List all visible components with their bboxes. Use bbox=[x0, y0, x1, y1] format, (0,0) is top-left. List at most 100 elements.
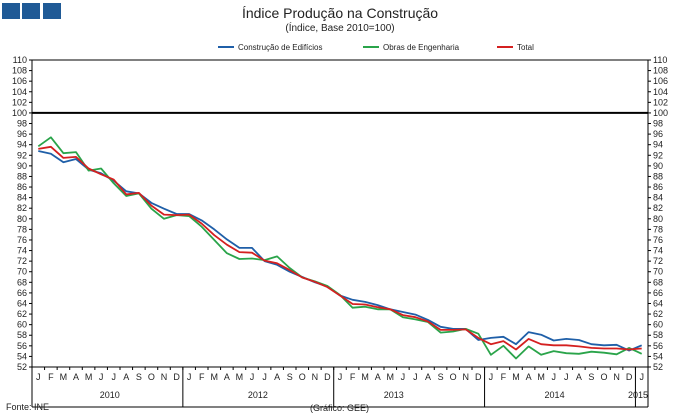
x-month-label: J bbox=[639, 372, 644, 382]
y-tick-label-right: 80 bbox=[653, 214, 663, 224]
y-tick-label-left: 86 bbox=[17, 182, 27, 192]
y-tick-label-left: 94 bbox=[17, 140, 27, 150]
x-month-label: D bbox=[173, 372, 180, 382]
x-year-label: 2015 bbox=[628, 390, 648, 400]
y-tick-label-right: 66 bbox=[653, 288, 663, 298]
y-tick-label-left: 60 bbox=[17, 320, 27, 330]
x-month-label: J bbox=[413, 372, 418, 382]
credit-note: (Gráfico: GEE) bbox=[310, 403, 370, 413]
y-tick-label-left: 80 bbox=[17, 214, 27, 224]
y-tick-label-left: 64 bbox=[17, 298, 27, 308]
y-tick-label-right: 100 bbox=[653, 108, 668, 118]
y-tick-label-right: 98 bbox=[653, 119, 663, 129]
x-month-label: F bbox=[48, 372, 54, 382]
series-line bbox=[38, 150, 643, 352]
source-note: Fonte: INE bbox=[6, 402, 50, 412]
y-tick-label-left: 62 bbox=[17, 309, 27, 319]
y-tick-label-left: 104 bbox=[12, 87, 27, 97]
x-month-label: M bbox=[236, 372, 244, 382]
x-month-label: N bbox=[161, 372, 168, 382]
x-month-label: F bbox=[350, 372, 356, 382]
x-month-label: O bbox=[299, 372, 306, 382]
y-tick-label-left: 100 bbox=[12, 108, 27, 118]
x-month-label: N bbox=[312, 372, 319, 382]
y-tick-label-right: 96 bbox=[653, 129, 663, 139]
y-tick-label-left: 76 bbox=[17, 235, 27, 245]
y-tick-label-left: 66 bbox=[17, 288, 27, 298]
x-month-label: N bbox=[613, 372, 620, 382]
y-tick-label-right: 58 bbox=[653, 330, 663, 340]
y-tick-label-left: 72 bbox=[17, 256, 27, 266]
x-month-label: J bbox=[564, 372, 569, 382]
x-month-label: S bbox=[136, 372, 142, 382]
y-tick-label-right: 110 bbox=[653, 55, 667, 65]
y-tick-label-left: 110 bbox=[13, 55, 27, 65]
x-month-label: A bbox=[73, 372, 79, 382]
y-tick-label-left: 84 bbox=[17, 193, 27, 203]
chart-title: Índice Produção na Construção bbox=[241, 5, 439, 21]
legend-label: Construção de Edifícios bbox=[238, 43, 323, 52]
y-tick-label-left: 54 bbox=[17, 351, 27, 361]
x-month-label: J bbox=[99, 372, 104, 382]
x-month-label: D bbox=[626, 372, 633, 382]
y-tick-label-right: 108 bbox=[653, 66, 668, 76]
x-month-label: J bbox=[489, 372, 494, 382]
x-month-label: J bbox=[338, 372, 343, 382]
series-line bbox=[37, 136, 643, 360]
y-tick-label-right: 76 bbox=[653, 235, 663, 245]
x-month-label: A bbox=[224, 372, 230, 382]
y-tick-label-right: 82 bbox=[653, 203, 663, 213]
y-tick-label-right: 104 bbox=[653, 87, 668, 97]
x-month-label: J bbox=[111, 372, 116, 382]
x-month-label: A bbox=[375, 372, 381, 382]
plot-frame bbox=[31, 59, 649, 368]
x-month-label: A bbox=[526, 372, 532, 382]
legend-label: Obras de Engenharia bbox=[383, 43, 460, 52]
x-month-label: A bbox=[576, 372, 582, 382]
y-tick-label-right: 88 bbox=[653, 171, 663, 181]
y-tick-label-left: 102 bbox=[12, 97, 27, 107]
y-tick-label-right: 52 bbox=[653, 362, 663, 372]
x-year-label: 2010 bbox=[100, 390, 120, 400]
x-month-label: S bbox=[287, 372, 293, 382]
x-month-label: O bbox=[148, 372, 155, 382]
y-tick-label-left: 82 bbox=[17, 203, 27, 213]
y-tick-label-left: 92 bbox=[17, 150, 27, 160]
x-month-label: J bbox=[36, 372, 41, 382]
x-month-label: J bbox=[551, 372, 556, 382]
y-tick-label-right: 60 bbox=[653, 320, 663, 330]
y-tick-label-right: 64 bbox=[653, 298, 663, 308]
x-month-label: M bbox=[512, 372, 520, 382]
y-tick-label-left: 56 bbox=[17, 341, 27, 351]
x-month-label: D bbox=[475, 372, 482, 382]
x-month-label: J bbox=[262, 372, 267, 382]
y-tick-label-left: 68 bbox=[17, 277, 27, 287]
x-month-label: S bbox=[438, 372, 444, 382]
y-tick-label-right: 94 bbox=[653, 140, 663, 150]
x-month-label: M bbox=[85, 372, 93, 382]
x-month-label: A bbox=[425, 372, 431, 382]
logo-block-1 bbox=[2, 3, 20, 19]
y-tick-label-left: 108 bbox=[12, 66, 27, 76]
y-tick-label-left: 58 bbox=[17, 330, 27, 340]
y-tick-label-right: 106 bbox=[653, 76, 668, 86]
logo-block-3 bbox=[43, 3, 61, 19]
x-month-label: D bbox=[324, 372, 331, 382]
legend-label: Total bbox=[517, 43, 534, 52]
y-tick-label-left: 98 bbox=[17, 119, 27, 129]
x-month-label: S bbox=[588, 372, 594, 382]
series-line bbox=[38, 145, 642, 351]
x-month-label: M bbox=[537, 372, 545, 382]
y-tick-label-left: 96 bbox=[17, 129, 27, 139]
y-tick-label-left: 90 bbox=[17, 161, 27, 171]
x-month-label: J bbox=[187, 372, 192, 382]
x-month-label: A bbox=[123, 372, 129, 382]
y-tick-label-right: 56 bbox=[653, 341, 663, 351]
logo-block-2 bbox=[22, 3, 40, 19]
x-month-label: F bbox=[501, 372, 507, 382]
x-month-label: A bbox=[274, 372, 280, 382]
x-month-label: M bbox=[387, 372, 395, 382]
x-year-label: 2012 bbox=[248, 390, 268, 400]
y-tick-label-right: 92 bbox=[653, 150, 663, 160]
